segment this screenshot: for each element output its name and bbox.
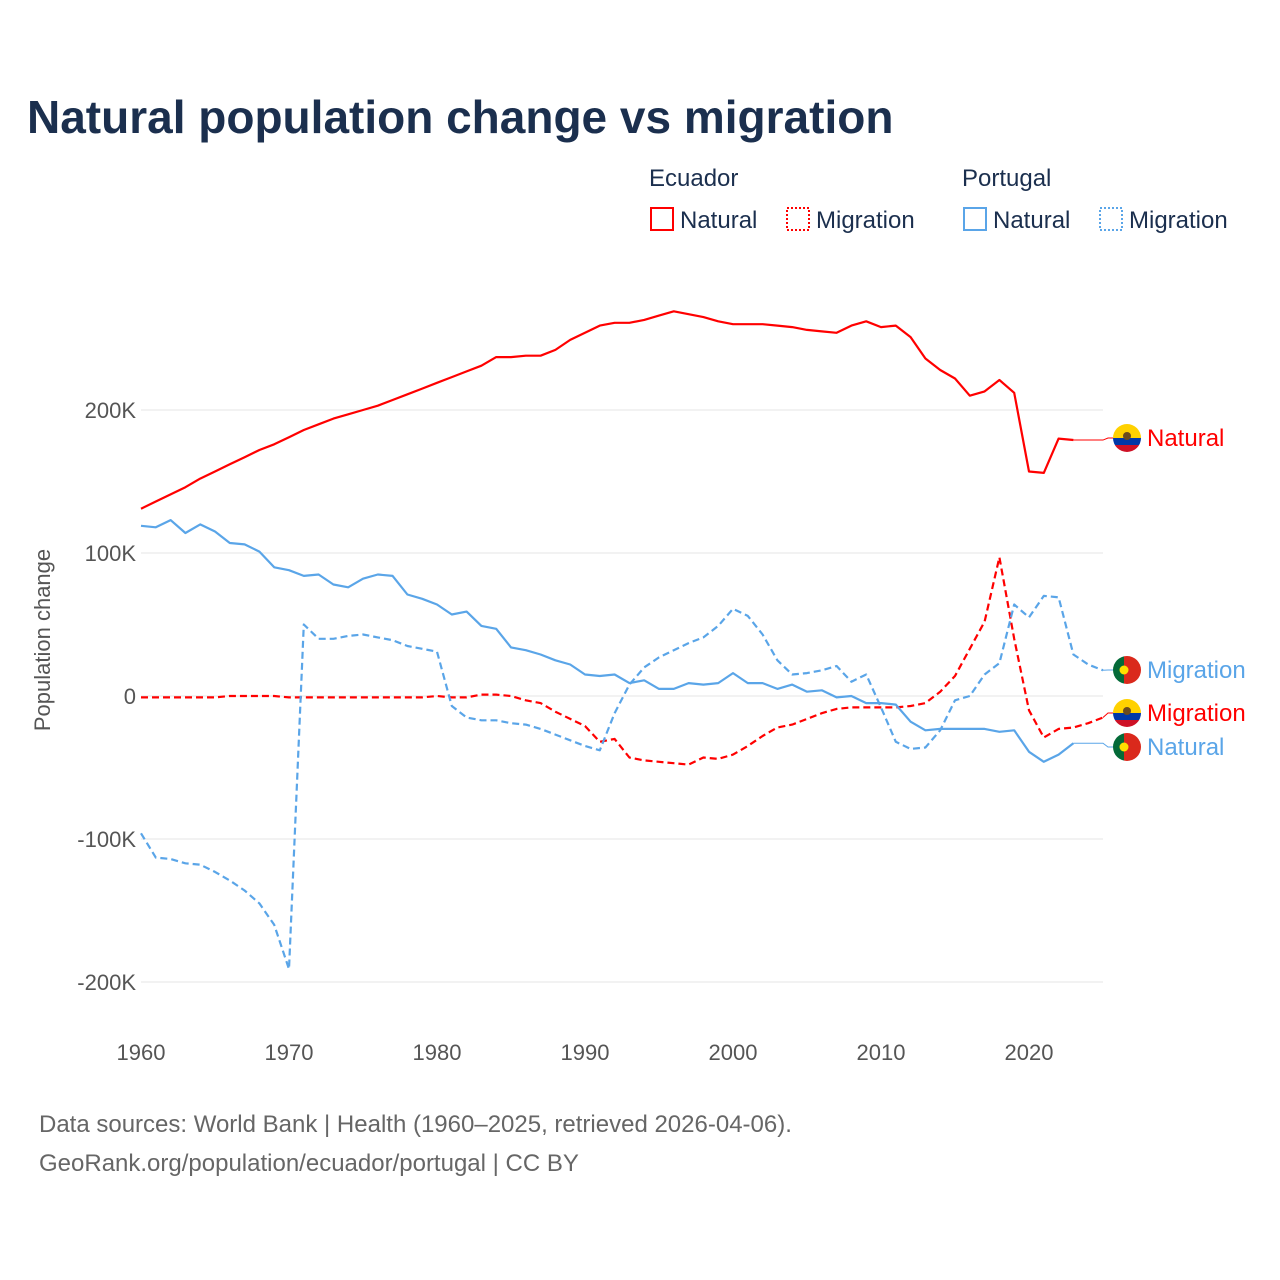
end-labels: Natural Migration Natural Migration — [1073, 424, 1246, 761]
legend-ecuador-natural[interactable]: Natural — [680, 207, 757, 234]
flag-ecuador-icon — [1113, 424, 1141, 452]
legend-portugal-migration[interactable]: Migration — [1129, 207, 1228, 234]
flag-stripe — [1113, 424, 1141, 438]
flag-stripe — [1124, 733, 1141, 761]
flag-stripe — [1113, 445, 1141, 452]
legend: Ecuador Portugal Natural Migration Natur… — [649, 165, 1228, 234]
y-tick-label: 200K — [85, 398, 137, 423]
x-tick-label: 1980 — [413, 1040, 462, 1065]
legend-ecuador-migration[interactable]: Migration — [816, 207, 915, 234]
flag-portugal-icon — [1113, 733, 1141, 761]
flag-emblem — [1123, 432, 1131, 440]
flag-emblem — [1119, 665, 1129, 675]
series-line-portugal-migration — [140, 594, 1104, 971]
flag-stripe — [1113, 699, 1141, 713]
end-label-portugal-natural: Natural — [1147, 734, 1224, 761]
series-lines — [140, 310, 1104, 971]
legend-swatch-ecuador-natural — [650, 207, 674, 231]
x-tick-label: 1960 — [117, 1040, 166, 1065]
flag-stripe — [1113, 438, 1141, 445]
flag-emblem — [1123, 707, 1131, 715]
x-axis: 1960 1970 1980 1990 2000 2010 2020 — [117, 1040, 1054, 1065]
y-tick-label: 100K — [85, 541, 137, 566]
legend-swatch-ecuador-migration — [786, 207, 810, 231]
y-axis: -200K -100K 0 100K 200K — [77, 398, 136, 995]
legend-group-portugal[interactable]: Portugal — [962, 165, 1051, 192]
series-line-portugal-natural — [140, 519, 1075, 763]
legend-swatch-portugal-migration — [1099, 207, 1123, 231]
source-line-1: Data sources: World Bank | Health (1960–… — [39, 1111, 792, 1138]
flag-stripe — [1113, 720, 1141, 727]
end-label-ecuador-migration: Migration — [1147, 700, 1246, 727]
y-tick-label: -100K — [77, 827, 136, 852]
y-tick-label: 0 — [124, 684, 136, 709]
flag-stripe — [1113, 656, 1124, 684]
x-tick-label: 2020 — [1005, 1040, 1054, 1065]
legend-group-ecuador[interactable]: Ecuador — [649, 165, 738, 192]
flag-stripe — [1113, 733, 1124, 761]
flag-stripe — [1113, 713, 1141, 720]
y-tick-label: -200K — [77, 970, 136, 995]
legend-swatch-portugal-natural — [963, 207, 987, 231]
flag-emblem — [1119, 742, 1129, 752]
leader-line — [1073, 742, 1113, 748]
series-line-ecuador-natural — [140, 310, 1074, 510]
end-label-ecuador-natural: Natural — [1147, 425, 1224, 452]
leader-line — [1102, 712, 1113, 718]
flag-ecuador-icon — [1113, 699, 1141, 727]
source-line-2[interactable]: GeoRank.org/population/ecuador/portugal … — [39, 1150, 579, 1177]
x-tick-label: 2000 — [709, 1040, 758, 1065]
chart-title: Natural population change vs migration — [27, 91, 893, 143]
flag-portugal-icon — [1113, 656, 1141, 684]
series-line-ecuador-migration — [141, 556, 1104, 766]
end-label-portugal-migration: Migration — [1147, 657, 1246, 684]
y-axis-label: Population change — [30, 549, 55, 731]
x-tick-label: 2010 — [857, 1040, 906, 1065]
legend-portugal-natural[interactable]: Natural — [993, 207, 1070, 234]
flag-stripe — [1124, 656, 1141, 684]
leader-line — [1073, 437, 1113, 441]
x-tick-label: 1970 — [265, 1040, 314, 1065]
x-tick-label: 1990 — [561, 1040, 610, 1065]
